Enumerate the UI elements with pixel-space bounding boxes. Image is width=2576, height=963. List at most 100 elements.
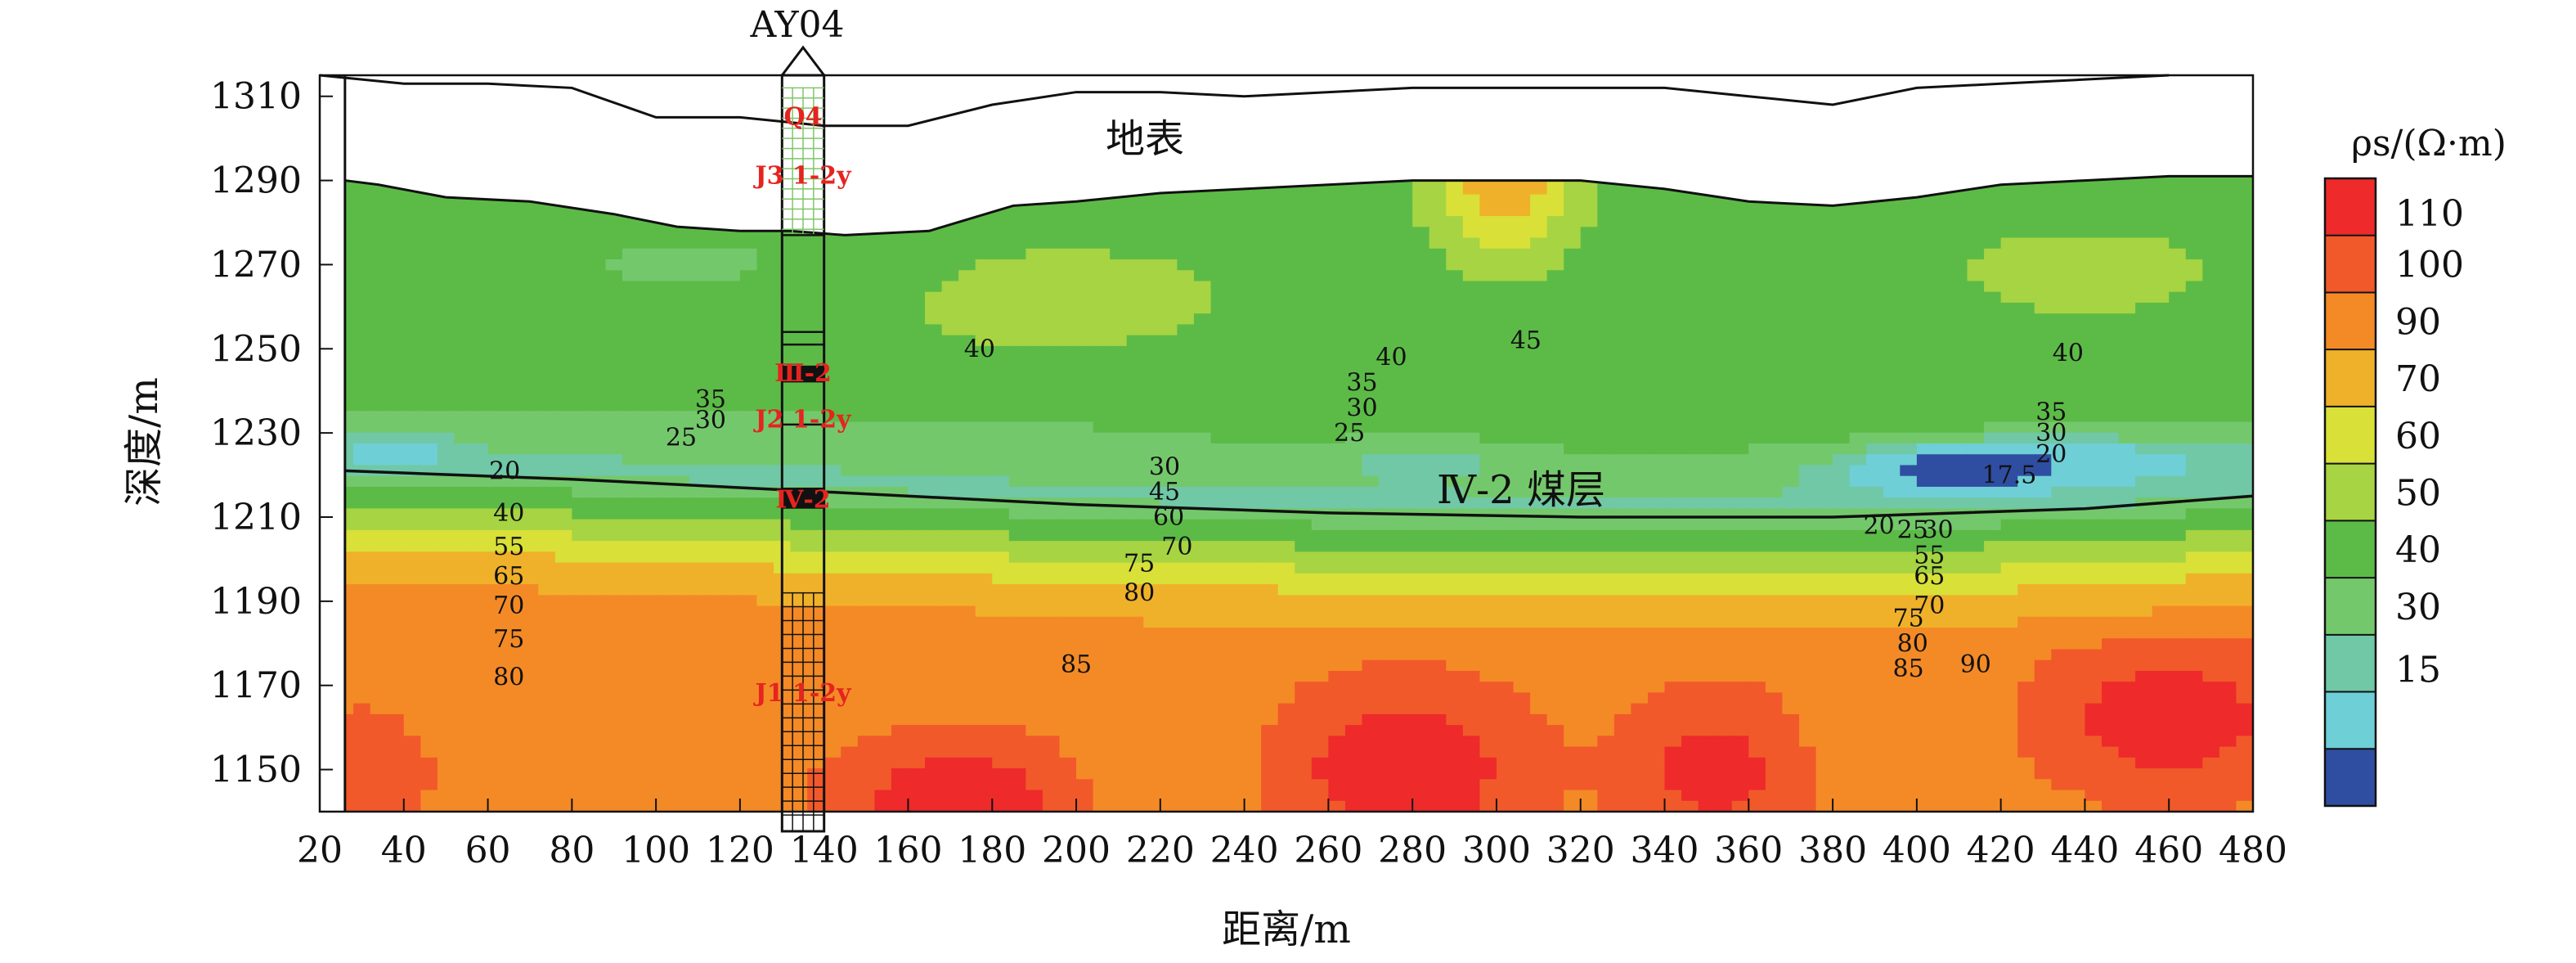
resistivity-cell <box>1732 119 1749 130</box>
resistivity-cell <box>1631 162 1648 173</box>
resistivity-cell <box>1396 162 1413 173</box>
resistivity-cell <box>1379 487 1396 498</box>
resistivity-cell <box>2051 379 2068 390</box>
resistivity-cell <box>1816 313 1833 325</box>
resistivity-cell <box>1446 195 1463 206</box>
resistivity-cell <box>1076 216 1093 227</box>
resistivity-cell <box>2135 129 2152 141</box>
resistivity-cell <box>1900 162 1917 173</box>
resistivity-cell <box>942 292 959 304</box>
resistivity-cell <box>2102 195 2119 206</box>
resistivity-cell <box>1614 454 1631 466</box>
resistivity-cell <box>1900 303 1917 314</box>
resistivity-cell <box>2169 487 2186 498</box>
resistivity-cell <box>1093 357 1111 368</box>
resistivity-cell <box>1429 195 1447 206</box>
resistivity-cell <box>538 497 555 509</box>
resistivity-cell <box>2169 151 2186 163</box>
resistivity-cell <box>1866 119 1883 130</box>
resistivity-cell <box>589 140 606 151</box>
resistivity-cell <box>1732 346 1749 358</box>
resistivity-cell <box>622 497 640 509</box>
resistivity-cell <box>1479 411 1497 422</box>
resistivity-cell <box>622 303 640 314</box>
resistivity-cell <box>2152 335 2170 347</box>
resistivity-cell <box>438 530 455 542</box>
resistivity-cell <box>1514 119 1531 130</box>
resistivity-cell <box>538 183 555 195</box>
resistivity-cell <box>1665 259 1682 271</box>
resistivity-cell <box>1984 379 2001 390</box>
resistivity-cell <box>640 454 657 466</box>
resistivity-cell <box>1883 249 1901 260</box>
resistivity-cell <box>2236 119 2253 130</box>
resistivity-cell <box>1631 379 1648 390</box>
resistivity-cell <box>522 357 539 368</box>
resistivity-cell <box>1194 173 1211 184</box>
resistivity-cell <box>1278 379 1295 390</box>
resistivity-cell <box>891 195 909 206</box>
resistivity-cell <box>438 379 455 390</box>
resistivity-cell <box>689 487 707 498</box>
resistivity-cell <box>1463 433 1480 444</box>
resistivity-cell <box>2085 487 2102 498</box>
resistivity-cell <box>1245 249 1262 260</box>
resistivity-cell <box>1396 476 1413 488</box>
resistivity-cell <box>2236 281 2253 292</box>
resistivity-cell <box>1883 183 1901 195</box>
resistivity-cell <box>791 541 808 552</box>
resistivity-cell <box>488 173 505 184</box>
resistivity-cell <box>2186 281 2203 292</box>
resistivity-cell <box>1514 443 1531 455</box>
resistivity-cell <box>438 129 455 141</box>
resistivity-cell <box>740 497 757 509</box>
resistivity-cell <box>1581 520 1598 531</box>
resistivity-cell <box>824 281 841 292</box>
resistivity-cell <box>1110 303 1127 314</box>
resistivity-cell <box>1194 259 1211 271</box>
resistivity-cell <box>2017 357 2035 368</box>
resistivity-cell <box>420 389 438 401</box>
resistivity-cell <box>992 270 1009 281</box>
resistivity-cell <box>1110 411 1127 422</box>
resistivity-cell <box>1396 487 1413 498</box>
resistivity-cell <box>1748 281 1766 292</box>
resistivity-cell <box>1782 530 1799 542</box>
resistivity-cell <box>1379 400 1396 412</box>
resistivity-cell <box>1782 367 1799 379</box>
resistivity-cell <box>2236 379 2253 390</box>
resistivity-cell <box>2001 497 2018 509</box>
resistivity-cell <box>1429 530 1447 542</box>
resistivity-cell <box>2186 108 2203 119</box>
resistivity-cell <box>353 86 370 97</box>
resistivity-cell <box>1648 162 1665 173</box>
resistivity-cell <box>841 129 858 141</box>
resistivity-cell <box>471 97 488 108</box>
resistivity-cell <box>1614 140 1631 151</box>
resistivity-cell <box>2186 476 2203 488</box>
resistivity-cell <box>858 389 875 401</box>
resistivity-cell <box>1950 335 1968 347</box>
resistivity-cell <box>1227 357 1245 368</box>
resistivity-cell <box>1429 97 1447 108</box>
resistivity-cell <box>1093 443 1111 455</box>
resistivity-cell <box>740 476 757 488</box>
resistivity-cell <box>1479 324 1497 335</box>
resistivity-cell <box>1581 249 1598 260</box>
resistivity-cell <box>1782 313 1799 325</box>
resistivity-cell <box>1076 162 1093 173</box>
resistivity-cell <box>420 216 438 227</box>
resistivity-cell <box>1631 238 1648 250</box>
resistivity-cell <box>1748 476 1766 488</box>
resistivity-cell <box>1530 400 1547 412</box>
resistivity-cell <box>555 389 572 401</box>
resistivity-cell <box>841 227 858 238</box>
resistivity-cell <box>824 238 841 250</box>
resistivity-cell <box>1009 216 1026 227</box>
resistivity-cell <box>420 151 438 163</box>
resistivity-cell <box>1025 367 1043 379</box>
resistivity-cell <box>1547 205 1564 217</box>
resistivity-cell <box>1631 173 1648 184</box>
resistivity-cell <box>2236 497 2253 509</box>
resistivity-cell <box>1127 411 1144 422</box>
